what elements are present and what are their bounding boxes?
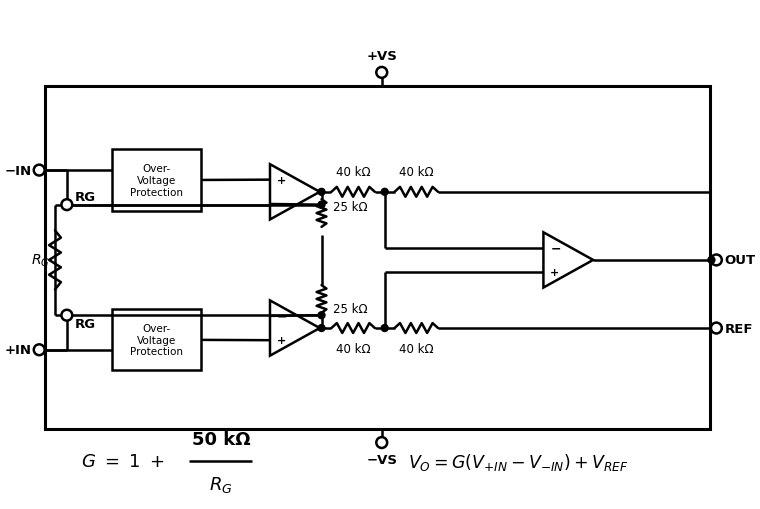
Text: +IN: +IN xyxy=(5,344,31,356)
Circle shape xyxy=(382,325,388,332)
Circle shape xyxy=(33,165,45,176)
Text: $V_O = G(V_{+IN} - V_{-IN})+V_{REF}$: $V_O = G(V_{+IN} - V_{-IN})+V_{REF}$ xyxy=(408,451,629,472)
Text: RG: RG xyxy=(74,190,96,203)
Circle shape xyxy=(711,255,722,266)
Text: −: − xyxy=(550,242,561,255)
Circle shape xyxy=(711,323,722,334)
Text: 40 kΩ: 40 kΩ xyxy=(336,165,370,179)
Circle shape xyxy=(33,345,45,355)
Text: OUT: OUT xyxy=(724,254,755,267)
Circle shape xyxy=(318,202,325,209)
Bar xyxy=(112,150,201,211)
Text: −VS: −VS xyxy=(366,454,397,466)
Text: $R_G$: $R_G$ xyxy=(31,252,50,269)
Text: $G\ =\ 1\ +$: $G\ =\ 1\ +$ xyxy=(81,453,164,470)
Circle shape xyxy=(708,257,715,264)
Text: +VS: +VS xyxy=(366,50,397,64)
Text: 40 kΩ: 40 kΩ xyxy=(399,165,434,179)
Text: 40 kΩ: 40 kΩ xyxy=(399,342,434,355)
Circle shape xyxy=(318,325,325,332)
Text: 40 kΩ: 40 kΩ xyxy=(336,342,370,355)
Text: +: + xyxy=(550,268,559,277)
Text: +: + xyxy=(277,335,287,346)
Text: Over-
Voltage
Protection: Over- Voltage Protection xyxy=(130,164,183,197)
Text: −IN: −IN xyxy=(4,164,31,177)
Text: +: + xyxy=(277,175,287,185)
Text: Over-
Voltage
Protection: Over- Voltage Protection xyxy=(130,324,183,357)
Circle shape xyxy=(376,437,387,448)
Circle shape xyxy=(318,312,325,319)
Circle shape xyxy=(62,310,72,321)
Text: RG: RG xyxy=(74,318,96,330)
Text: 25 kΩ: 25 kΩ xyxy=(334,303,368,316)
Circle shape xyxy=(376,68,387,79)
Text: REF: REF xyxy=(724,322,752,335)
Text: −: − xyxy=(277,198,287,211)
Text: $R_G$: $R_G$ xyxy=(209,474,233,494)
Text: −: − xyxy=(277,310,287,323)
Circle shape xyxy=(62,200,72,211)
Text: 25 kΩ: 25 kΩ xyxy=(334,200,368,213)
Circle shape xyxy=(318,189,325,196)
Circle shape xyxy=(382,189,388,196)
Text: 50 kΩ: 50 kΩ xyxy=(192,431,250,448)
Bar xyxy=(45,87,711,429)
Bar xyxy=(112,309,201,371)
